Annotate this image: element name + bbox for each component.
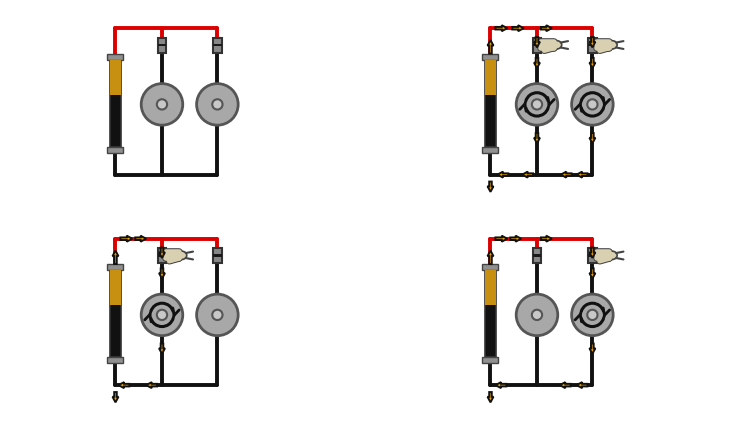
FancyArrow shape [146, 382, 157, 388]
Bar [107, 54, 124, 60]
FancyArrow shape [496, 236, 507, 242]
Bar [107, 147, 124, 153]
Bar [110, 270, 121, 305]
Bar [588, 44, 597, 46]
Circle shape [572, 294, 614, 336]
FancyArrow shape [488, 181, 494, 192]
Bar [158, 248, 166, 263]
FancyArrow shape [590, 269, 596, 279]
Bar [107, 264, 124, 270]
Circle shape [572, 84, 614, 125]
FancyArrow shape [512, 25, 523, 31]
Bar [213, 44, 222, 46]
FancyArrow shape [577, 172, 587, 178]
Bar [485, 270, 496, 357]
Bar [107, 357, 124, 363]
Bar [532, 254, 542, 257]
Circle shape [516, 294, 558, 336]
Ellipse shape [608, 41, 617, 49]
FancyArrow shape [118, 382, 129, 388]
Bar [532, 37, 542, 53]
Bar [110, 60, 121, 147]
FancyArrow shape [510, 236, 521, 242]
Bar [588, 37, 597, 53]
Bar [110, 60, 121, 95]
FancyArrow shape [121, 236, 132, 242]
FancyArrow shape [112, 250, 118, 264]
Bar [482, 357, 499, 363]
Circle shape [157, 310, 167, 320]
Circle shape [587, 99, 598, 109]
FancyArrow shape [590, 58, 596, 68]
Circle shape [212, 99, 223, 109]
Bar [482, 264, 499, 270]
FancyArrow shape [534, 37, 540, 48]
FancyArrow shape [522, 172, 533, 178]
Bar [158, 254, 166, 257]
FancyArrow shape [577, 382, 587, 388]
Bar [213, 248, 222, 263]
Bar [213, 37, 222, 53]
FancyArrow shape [488, 250, 494, 264]
Bar [532, 44, 542, 46]
Circle shape [532, 99, 542, 109]
Circle shape [587, 310, 598, 320]
Circle shape [196, 294, 238, 336]
Bar [158, 37, 166, 53]
FancyArrow shape [159, 344, 165, 354]
Ellipse shape [552, 41, 562, 49]
Circle shape [516, 84, 558, 125]
FancyArrow shape [541, 236, 552, 242]
Bar [485, 60, 496, 95]
FancyArrow shape [534, 58, 540, 68]
Circle shape [212, 310, 223, 320]
Ellipse shape [177, 251, 187, 259]
Circle shape [196, 84, 238, 125]
Circle shape [141, 294, 183, 336]
Bar [213, 254, 222, 257]
Circle shape [532, 310, 542, 320]
FancyArrow shape [496, 382, 506, 388]
Circle shape [157, 99, 167, 109]
Bar [482, 54, 499, 60]
FancyArrow shape [590, 133, 596, 144]
Ellipse shape [608, 251, 617, 259]
FancyArrow shape [112, 392, 118, 402]
FancyArrow shape [159, 269, 165, 279]
Circle shape [141, 84, 183, 125]
FancyArrow shape [488, 392, 494, 402]
FancyArrow shape [497, 172, 508, 178]
Bar [588, 254, 597, 257]
FancyArrow shape [541, 25, 552, 31]
Bar [532, 248, 542, 263]
FancyArrow shape [590, 344, 596, 354]
FancyArrow shape [534, 133, 540, 144]
FancyArrow shape [560, 382, 571, 388]
Bar [588, 248, 597, 263]
Bar [158, 44, 166, 46]
Bar [110, 270, 121, 357]
FancyArrow shape [561, 172, 572, 178]
FancyArrow shape [159, 248, 165, 258]
Bar [485, 60, 496, 147]
FancyArrow shape [590, 248, 596, 258]
FancyArrow shape [135, 236, 146, 242]
Bar [485, 270, 496, 305]
FancyArrow shape [590, 37, 596, 48]
FancyArrow shape [496, 25, 507, 31]
Bar [482, 147, 499, 153]
FancyArrow shape [488, 40, 494, 53]
